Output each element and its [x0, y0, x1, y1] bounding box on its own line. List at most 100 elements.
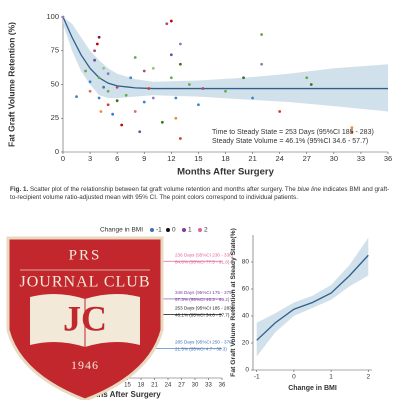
point — [120, 123, 124, 127]
y-tick-label: 100 — [46, 12, 59, 21]
x-tick-label: 9 — [142, 154, 146, 163]
point — [278, 110, 282, 113]
point — [138, 130, 142, 134]
point — [178, 62, 182, 66]
confidence-band — [256, 237, 369, 357]
point — [260, 62, 264, 66]
x-tick-label: 0 — [61, 154, 65, 163]
point — [106, 103, 110, 107]
annotation: Steady State Volume = 46.1% (95%CI 34.6 … — [212, 138, 368, 145]
point — [197, 103, 200, 107]
annotation: 236 Days (95%CI 230 - 330) — [175, 252, 234, 257]
x-tick-label: 36 — [219, 383, 226, 389]
caption-emphasis: blue line — [297, 186, 321, 193]
point — [309, 83, 313, 86]
annotation: 285 Days (95%CI 250 - 370) — [175, 340, 234, 345]
point — [75, 95, 78, 99]
point — [242, 76, 245, 80]
point — [142, 100, 146, 104]
point — [224, 89, 227, 93]
point — [111, 112, 115, 116]
y-tick-label: 0 — [55, 147, 59, 156]
x-tick-label: 27 — [178, 383, 185, 389]
annotation: 253 Days (95%CI 185 - 283) — [175, 306, 234, 311]
x-tick-label: 21 — [248, 154, 256, 163]
x-tick-label: 15 — [194, 154, 202, 163]
point — [97, 96, 101, 100]
legend-swatch — [166, 228, 170, 232]
point — [169, 76, 173, 80]
point — [350, 126, 354, 130]
x-tick-label: 24 — [275, 154, 283, 163]
legend-swatch — [150, 228, 154, 232]
logo-name: JOURNAL CLUB — [20, 274, 151, 291]
point — [305, 76, 309, 80]
point — [133, 56, 137, 59]
x-tick-label: 15 — [124, 383, 131, 389]
x-tick-label: -1 — [254, 374, 260, 381]
x-tick-label: 33 — [205, 383, 212, 389]
point — [124, 93, 128, 97]
x-tick-label: 24 — [165, 383, 172, 389]
point — [165, 22, 169, 26]
point — [97, 35, 101, 39]
point — [178, 137, 182, 140]
point — [160, 120, 164, 124]
x-tick-label: 27 — [303, 154, 311, 163]
point — [106, 72, 110, 76]
logo-top: PRS — [69, 247, 102, 263]
x-tick-label: 2 — [366, 374, 370, 381]
y-axis-label: Fat Graft Volume Retention at Steady Sta… — [230, 228, 237, 377]
annotation: 57.3% (95%CI 45.3 - 69.2) — [175, 297, 230, 302]
point — [133, 110, 137, 113]
x-tick-label: 30 — [330, 154, 338, 163]
point — [61, 15, 65, 19]
point — [115, 99, 119, 103]
point — [95, 42, 99, 46]
point — [102, 66, 106, 70]
legend-label: 0 — [172, 227, 176, 234]
logo-initials: JC — [63, 298, 107, 338]
caption-text: indicates BMI and graft-to-recipient vol… — [10, 186, 390, 201]
point — [151, 66, 155, 70]
point — [187, 83, 191, 86]
point — [93, 58, 96, 62]
legend-swatch — [182, 228, 186, 232]
point — [102, 85, 106, 89]
point — [88, 89, 92, 93]
x-tick-label: 18 — [138, 383, 145, 389]
point — [88, 80, 92, 84]
annotation: Time to Steady State = 253 Days (95%CI 1… — [212, 129, 374, 136]
x-axis-label: Change in BMI — [288, 385, 337, 392]
fit-line — [62, 16, 388, 90]
point — [115, 85, 119, 89]
legend-label: 1 — [188, 227, 192, 234]
legend-label: -1 — [156, 227, 162, 234]
point — [99, 110, 103, 113]
point — [260, 33, 264, 36]
y-tick-label: 75 — [51, 46, 59, 55]
point — [201, 87, 205, 90]
x-tick-label: 30 — [192, 383, 199, 389]
x-tick-label: 6 — [115, 154, 119, 163]
fit-line — [256, 254, 369, 341]
x-axis-label: Months After Surgery — [79, 390, 161, 399]
point — [169, 53, 173, 57]
point — [84, 69, 87, 73]
point — [129, 76, 133, 80]
y-tick-label: 25 — [51, 113, 59, 122]
annotation: 84.6% (95%CI 77.5 - 91.8) — [175, 259, 230, 264]
y-axis-label: Fat Graft Volume Retention (%) — [6, 22, 16, 147]
caption-label: Fig. 1. — [10, 186, 29, 193]
point — [178, 42, 182, 46]
caption: Fig. 1. Scatter plot of the relationship… — [10, 186, 395, 202]
x-tick-label: 33 — [357, 154, 365, 163]
point — [169, 19, 173, 23]
point — [174, 96, 178, 100]
logo-year: 1946 — [71, 358, 99, 372]
x-tick-label: 21 — [151, 383, 158, 389]
legend-swatch — [198, 228, 202, 232]
y-tick-label: 20 — [242, 340, 250, 347]
x-tick-label: 12 — [167, 154, 175, 163]
